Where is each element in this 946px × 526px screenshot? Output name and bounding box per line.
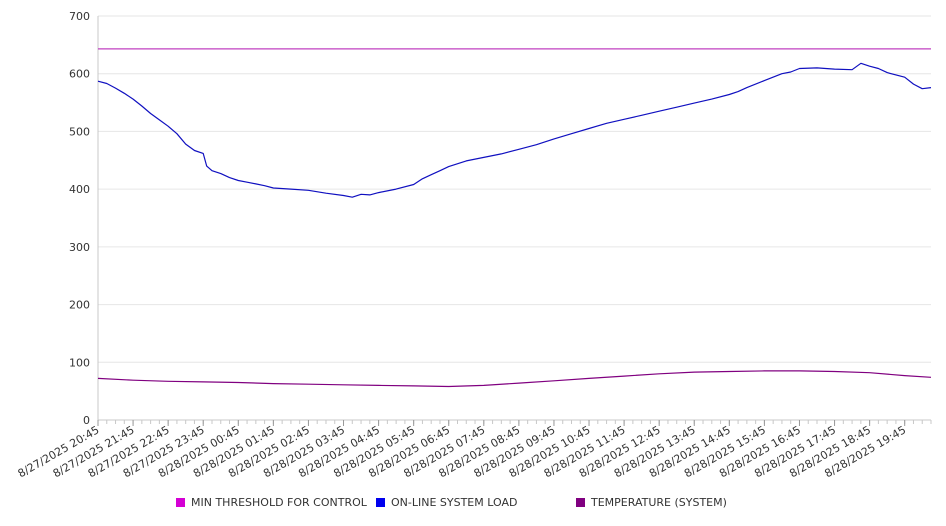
legend-item-min-threshold[interactable]: MIN THRESHOLD FOR CONTROL	[176, 496, 367, 509]
y-tick-label-700: 700	[69, 10, 90, 23]
legend-label-system-load: ON-LINE SYSTEM LOAD	[391, 496, 518, 509]
y-tick-label-500: 500	[69, 125, 90, 138]
legend-label-temperature: TEMPERATURE (SYSTEM)	[591, 496, 727, 509]
y-tick-label-100: 100	[69, 356, 90, 369]
legend-item-temperature[interactable]: TEMPERATURE (SYSTEM)	[576, 496, 727, 509]
y-tick-label-200: 200	[69, 299, 90, 312]
series-line-2	[97, 370, 932, 388]
series-line-1	[97, 62, 932, 198]
legend-swatch-temperature	[576, 498, 585, 507]
legend-swatch-system-load	[376, 498, 385, 507]
legend-item-system-load[interactable]: ON-LINE SYSTEM LOAD	[376, 496, 517, 509]
legend: MIN THRESHOLD FOR CONTROL ON-LINE SYSTEM…	[0, 496, 946, 516]
legend-swatch-min-threshold	[176, 498, 185, 507]
y-tick-label-400: 400	[69, 183, 90, 196]
y-tick-label-0: 0	[83, 414, 90, 427]
y-tick-label-300: 300	[69, 241, 90, 254]
y-tick-label-600: 600	[69, 68, 90, 81]
legend-label-min-threshold: MIN THRESHOLD FOR CONTROL	[191, 496, 367, 509]
